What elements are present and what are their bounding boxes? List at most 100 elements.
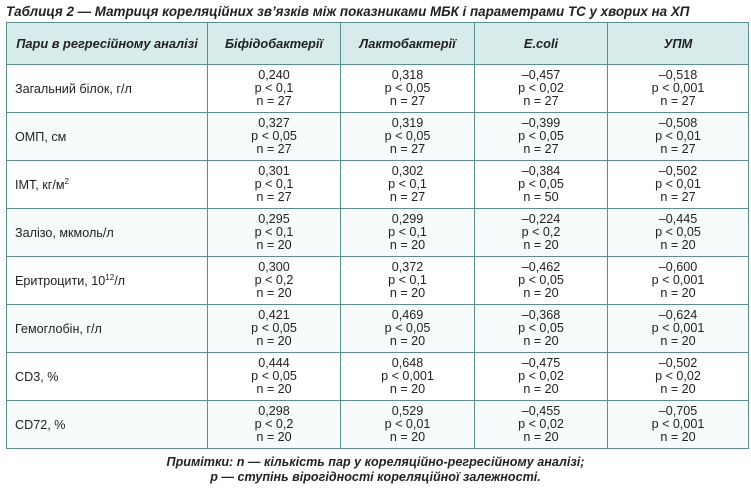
header-upm: УПМ [607,22,749,65]
p-value: p < 0,05 [251,320,297,335]
cell-bifidobacteria: 0,421 p < 0,05 n = 20 [207,304,341,353]
p-value: p < 0,01 [655,128,701,143]
n-value: n = 20 [389,430,426,445]
p-value: p < 0,1 [254,224,294,239]
p-value: p < 0,001 [381,368,434,383]
table-row: ОМП, см 0,327 p < 0,05 n = 27 0,319 p < 0,05 n… [6,112,749,161]
p-value: p < 0,05 [518,320,564,335]
p-value: p < 0,05 [384,128,431,143]
row-label-text: ІМТ, кг/м [15,177,65,192]
r-value: 0,318 [391,67,424,82]
p-value: p < 0,05 [251,368,297,383]
p-value: p < 0,05 [384,320,431,335]
n-value: n = 20 [256,382,292,397]
cell-upm: –0,502 p < 0,01 n = 27 [607,160,749,209]
r-value: –0,445 [658,211,698,226]
n-value: n = 27 [256,142,292,157]
n-value: n = 20 [660,382,696,397]
row-label: Гемоглобін, г/л [6,304,208,353]
row-label: Загальний білок, г/л [6,64,208,113]
r-value: –0,508 [658,115,698,130]
p-value: p < 0,001 [651,80,705,95]
p-value: p < 0,1 [388,272,427,287]
cell-lactobacteria: 0,529 p < 0,01 n = 20 [340,400,475,449]
r-value: –0,384 [521,163,561,178]
cell-ecoli: –0,224 p < 0,2 n = 20 [474,208,608,257]
n-value: n = 20 [256,430,292,445]
cell-upm: –0,508 p < 0,01 n = 27 [607,112,749,161]
cell-ecoli: –0,368 p < 0,05 n = 20 [474,304,608,353]
n-value: n = 27 [389,94,426,109]
cell-ecoli: –0,462 p < 0,05 n = 20 [474,256,608,305]
table-row: Гемоглобін, г/л 0,421 p < 0,05 n = 20 0,469 p… [6,304,749,353]
cell-upm: –0,445 p < 0,05 n = 20 [607,208,749,257]
row-label-text: CD72, % [15,417,66,432]
p-value: p < 0,05 [384,80,431,95]
note-line-2: p — ступінь вірогідності кореляційної за… [210,470,541,484]
n-value: n = 20 [660,238,696,253]
n-value: n = 20 [660,334,696,349]
row-label-superscript: 2 [64,176,69,186]
table-notes: Примітки: n — кількість пар у кореляційн… [0,455,751,485]
table-row: Загальний білок, г/л 0,240 p < 0,1 n = 27 0,… [6,64,749,113]
r-value: –0,368 [521,307,561,322]
note-line-1: Примітки: n — кількість пар у кореляційн… [166,455,585,469]
cell-lactobacteria: 0,372 p < 0,1 n = 20 [340,256,475,305]
header-bifidobacteria: Біфідобактерії [207,22,341,65]
cell-bifidobacteria: 0,444 p < 0,05 n = 20 [207,352,341,401]
n-value: n = 27 [660,94,696,109]
r-value: 0,295 [258,211,290,226]
header-row: Пари в регресійному аналізі Біфідобактер… [6,22,749,65]
r-value: –0,455 [521,403,561,418]
r-value: 0,302 [391,163,424,178]
p-value: p < 0,2 [254,272,294,287]
r-value: –0,457 [521,67,561,82]
cell-ecoli: –0,475 p < 0,02 n = 20 [474,352,608,401]
row-label-superscript: 12 [105,272,115,282]
cell-lactobacteria: 0,302 p < 0,1 n = 27 [340,160,475,209]
p-value: p < 0,05 [251,128,297,143]
p-value: p < 0,05 [655,224,701,239]
p-value: p < 0,05 [518,176,564,191]
n-value: n = 20 [523,430,559,445]
r-value: –0,502 [658,355,698,370]
r-value: –0,462 [521,259,561,274]
cell-ecoli: –0,399 p < 0,05 n = 27 [474,112,608,161]
cell-lactobacteria: 0,318 p < 0,05 n = 27 [340,64,475,113]
cell-lactobacteria: 0,469 p < 0,05 n = 20 [340,304,475,353]
correlation-table: Пари в регресійному аналізі Біфідобактер… [6,22,749,449]
cell-upm: –0,600 p < 0,001 n = 20 [607,256,749,305]
row-label: Еритроцити, 1012/л [6,256,208,305]
cell-lactobacteria: 0,299 p < 0,1 n = 20 [340,208,475,257]
n-value: n = 20 [256,238,292,253]
row-label-text: Залізо, мкмоль/л [15,225,114,240]
n-value: n = 27 [256,190,292,205]
cell-upm: –0,705 p < 0,001 n = 20 [607,400,749,449]
p-value: p < 0,1 [388,176,427,191]
r-value: 0,372 [391,259,424,274]
cell-ecoli: –0,457 p < 0,02 n = 27 [474,64,608,113]
r-value: 0,301 [258,163,290,178]
r-value: –0,600 [658,259,698,274]
table-row: CD3, % 0,444 p < 0,05 n = 20 0,648 p < 0,001 n… [6,352,749,401]
p-value: p < 0,1 [388,224,427,239]
r-value: 0,421 [258,307,290,322]
n-value: n = 27 [660,190,696,205]
n-value: n = 27 [523,94,559,109]
n-value: n = 20 [256,286,292,301]
row-label-text: Гемоглобін, г/л [15,321,102,336]
r-value: –0,705 [658,403,698,418]
n-value: n = 20 [523,286,559,301]
cell-lactobacteria: 0,319 p < 0,05 n = 27 [340,112,475,161]
p-value: p < 0,05 [518,272,564,287]
r-value: –0,502 [658,163,698,178]
header-ecoli: E.coli [474,22,608,65]
n-value: n = 20 [523,238,559,253]
r-value: 0,299 [391,211,424,226]
row-label: ОМП, см [6,112,208,161]
cell-bifidobacteria: 0,327 p < 0,05 n = 27 [207,112,341,161]
table-row: Еритроцити, 1012/л 0,300 p < 0,2 n = 20 0,37… [6,256,749,305]
r-value: 0,648 [391,355,424,370]
p-value: p < 0,001 [651,416,705,431]
p-value: p < 0,02 [518,80,564,95]
